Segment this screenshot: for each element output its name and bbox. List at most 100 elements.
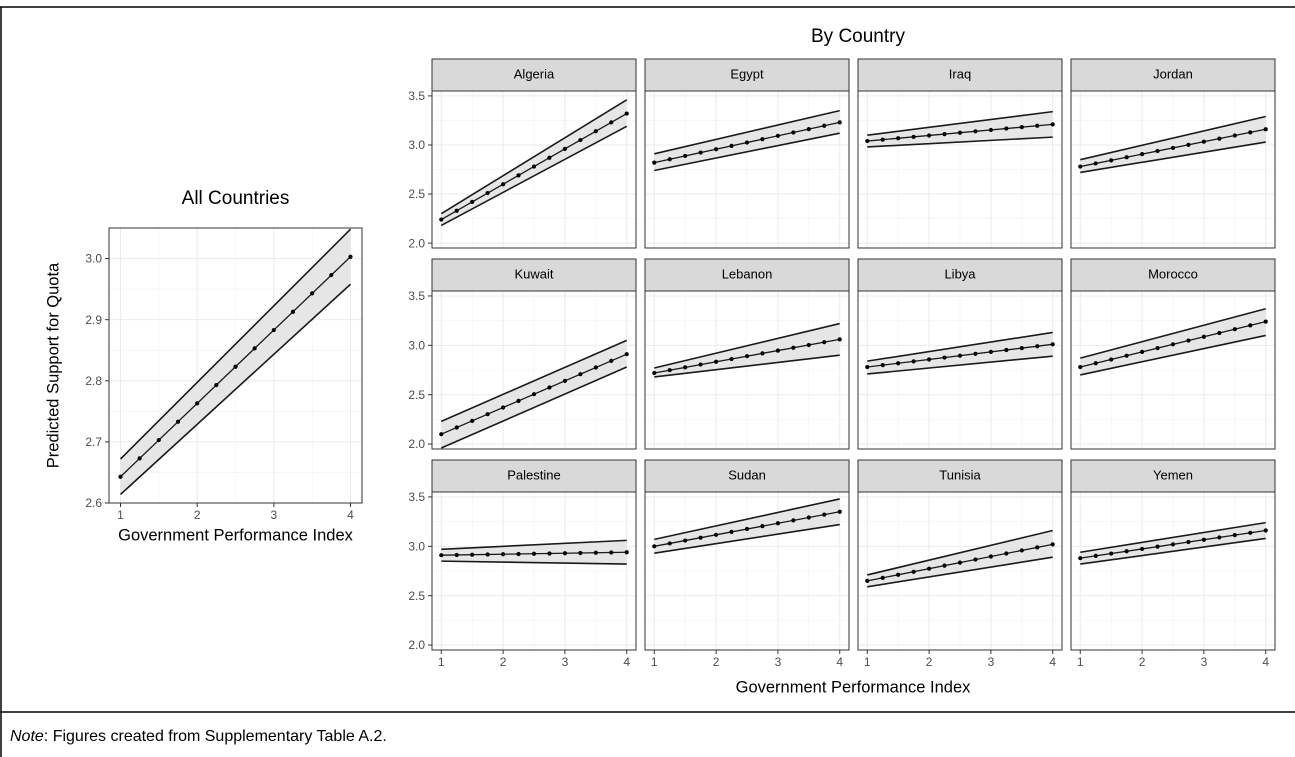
prediction-point — [1170, 145, 1176, 151]
prediction-point — [896, 136, 901, 141]
prediction-point — [957, 560, 963, 565]
prediction-point — [175, 419, 181, 424]
prediction-point — [1035, 344, 1040, 349]
lower-ci-line — [867, 355, 1053, 375]
prediction-point — [1263, 319, 1268, 324]
facet-label: Egypt — [730, 66, 764, 81]
lower-ci-line — [119, 283, 352, 496]
prediction-point — [624, 352, 629, 357]
panel-border — [857, 491, 1063, 651]
x-tick-label: 2 — [500, 655, 507, 669]
prediction-point — [1078, 364, 1083, 370]
prediction-point — [593, 550, 598, 555]
prediction-point — [973, 129, 978, 134]
prediction-point — [1139, 349, 1145, 354]
by-country-x-axis-title: Government Performance Index — [736, 678, 972, 696]
prediction-point — [348, 254, 353, 259]
prediction-point — [547, 155, 552, 160]
facet-strip — [1070, 58, 1276, 92]
facet-strip — [857, 459, 1063, 493]
lower-ci-line — [441, 560, 627, 565]
prediction-point — [942, 563, 947, 568]
prediction-point — [609, 120, 614, 125]
facet-label: Lebanon — [722, 266, 773, 281]
prediction-point — [500, 552, 506, 557]
prediction-point — [880, 575, 885, 580]
facet-strip — [431, 58, 637, 92]
prediction-point — [1217, 330, 1222, 336]
prediction-point — [1093, 161, 1098, 166]
prediction-point — [880, 363, 885, 368]
x-tick-label: 1 — [117, 508, 124, 522]
prediction-point — [865, 138, 870, 144]
x-tick-label: 3 — [562, 655, 569, 669]
x-tick-label: 4 — [623, 655, 630, 669]
y-tick-label: 2.0 — [408, 638, 425, 652]
prediction-point — [609, 358, 614, 363]
prediction-point — [1124, 549, 1129, 554]
prediction-point — [1232, 533, 1237, 538]
prediction-point — [454, 425, 459, 430]
confidence-band — [1080, 308, 1266, 375]
prediction-point — [957, 353, 963, 358]
prediction-point — [1004, 126, 1009, 131]
y-tick-label: 2.5 — [408, 388, 425, 402]
prediction-point — [562, 378, 568, 383]
prediction-point — [1093, 553, 1098, 558]
all-countries-y-axis-title: Predicted Support for Quota — [44, 262, 62, 468]
prediction-point — [1232, 327, 1237, 332]
upper-ci-line — [867, 331, 1053, 362]
prediction-point — [896, 361, 901, 366]
upper-ci-line — [119, 228, 352, 460]
facet-label: Iraq — [949, 66, 971, 81]
prediction-point — [531, 392, 537, 397]
prediction-point — [729, 529, 734, 535]
panel-border — [431, 491, 637, 651]
y-tick-label: 2.9 — [85, 313, 102, 327]
note-label: Note — [10, 728, 44, 745]
facet-strip — [1070, 258, 1276, 292]
prediction-point — [271, 327, 276, 333]
prediction-point — [562, 551, 568, 556]
prediction-point — [837, 509, 842, 514]
prediction-point — [1201, 537, 1207, 542]
prediction-point — [609, 550, 614, 555]
prediction-point — [911, 359, 916, 364]
confidence-band — [120, 229, 351, 495]
prediction-point — [911, 134, 916, 139]
prediction-point — [791, 130, 796, 135]
prediction-point — [439, 432, 444, 437]
facet-label: Sudan — [728, 467, 766, 482]
y-tick-label: 3.5 — [408, 289, 425, 303]
prediction-point — [775, 348, 781, 353]
prediction-point — [988, 127, 994, 133]
x-tick-label: 1 — [651, 655, 658, 669]
prediction-point — [1093, 361, 1098, 366]
panel-border — [108, 227, 363, 504]
facet-label: Tunisia — [939, 467, 981, 482]
prediction-point — [652, 160, 657, 165]
prediction-point — [926, 133, 932, 138]
prediction-point — [1248, 530, 1253, 535]
facet-label: Libya — [944, 266, 976, 281]
x-tick-label: 4 — [1262, 655, 1269, 669]
prediction-point — [1170, 542, 1176, 547]
upper-ci-line — [654, 109, 840, 155]
prediction-point — [1232, 133, 1237, 138]
prediction-point — [1170, 342, 1176, 347]
prediction-point — [1155, 148, 1160, 154]
upper-ci-line — [1080, 308, 1266, 359]
lower-ci-line — [1080, 141, 1266, 174]
prediction-point — [744, 354, 750, 359]
x-tick-label: 1 — [438, 655, 445, 669]
facet-label: Kuwait — [514, 266, 553, 281]
lower-ci-line — [654, 354, 840, 378]
panel-border — [644, 491, 850, 651]
prediction-point — [791, 345, 796, 350]
prediction-point — [1263, 528, 1268, 533]
prediction-point — [500, 405, 506, 410]
prediction-point — [578, 550, 583, 556]
prediction-point — [698, 362, 703, 367]
prediction-point — [1050, 342, 1055, 347]
